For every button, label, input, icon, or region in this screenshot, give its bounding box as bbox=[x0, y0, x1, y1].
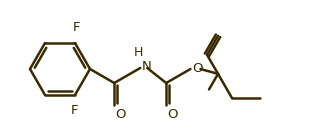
Text: O: O bbox=[167, 108, 178, 121]
Text: F: F bbox=[72, 21, 80, 34]
Text: F: F bbox=[70, 104, 78, 117]
Text: N: N bbox=[142, 61, 152, 73]
Text: H: H bbox=[134, 46, 143, 59]
Text: O: O bbox=[115, 108, 126, 121]
Text: O: O bbox=[192, 62, 203, 75]
